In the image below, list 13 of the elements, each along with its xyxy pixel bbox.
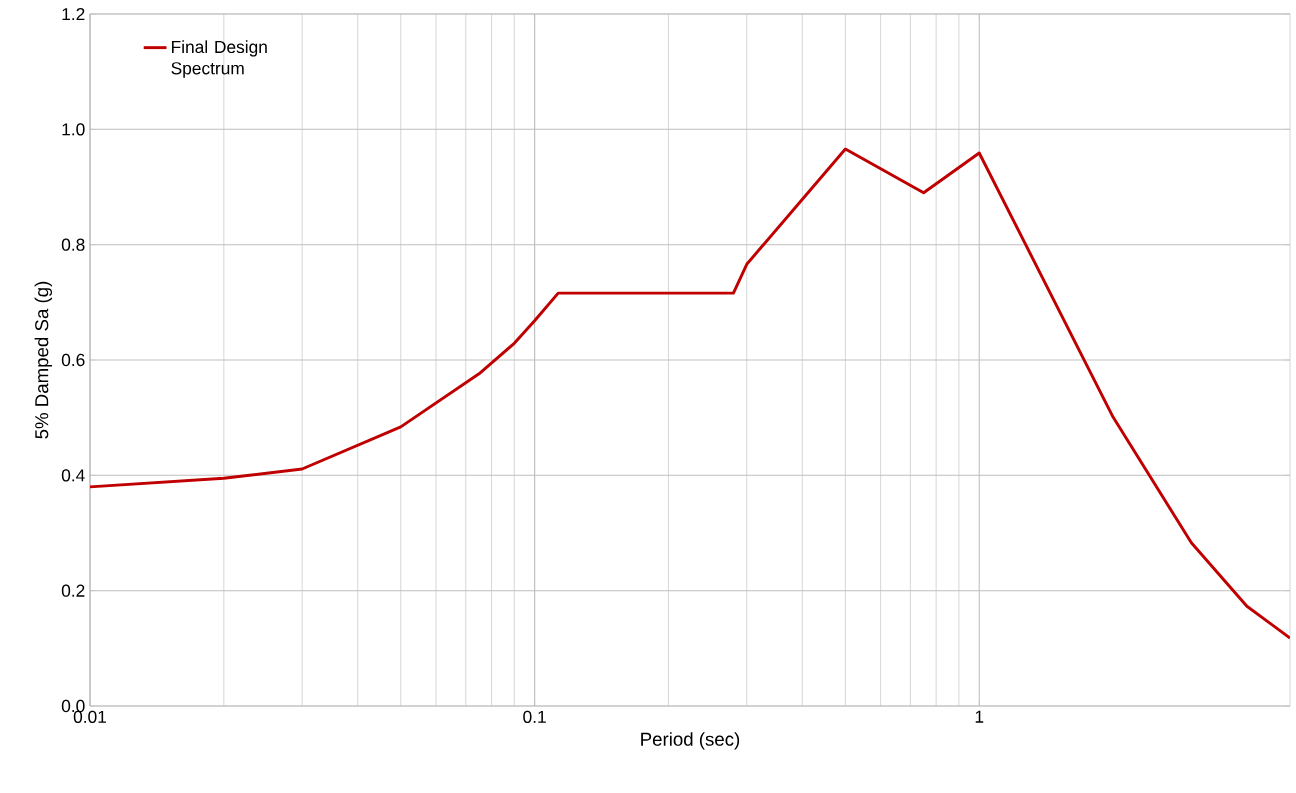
y-axis-title: 5% Damped Sa (g) <box>34 281 53 439</box>
y-tick-label: 0.0 <box>61 699 85 713</box>
y-tick-label: 0.6 <box>61 353 85 367</box>
x-tick-label: 0.01 <box>73 710 107 723</box>
x-axis-title: Period (sec) <box>641 732 740 750</box>
y-tick-label: 1.2 <box>62 7 85 21</box>
y-tick-label: 0.8 <box>61 238 85 251</box>
y-tick-label: 0.2 <box>61 584 85 597</box>
x-tick-label: 0.1 <box>523 710 546 723</box>
legend-label: Final Design Spectrum <box>171 40 267 78</box>
x-tick-label: 1 <box>975 710 984 723</box>
y-tick-label: 1.0 <box>62 123 85 136</box>
y-tick-label: 0.4 <box>61 469 85 482</box>
